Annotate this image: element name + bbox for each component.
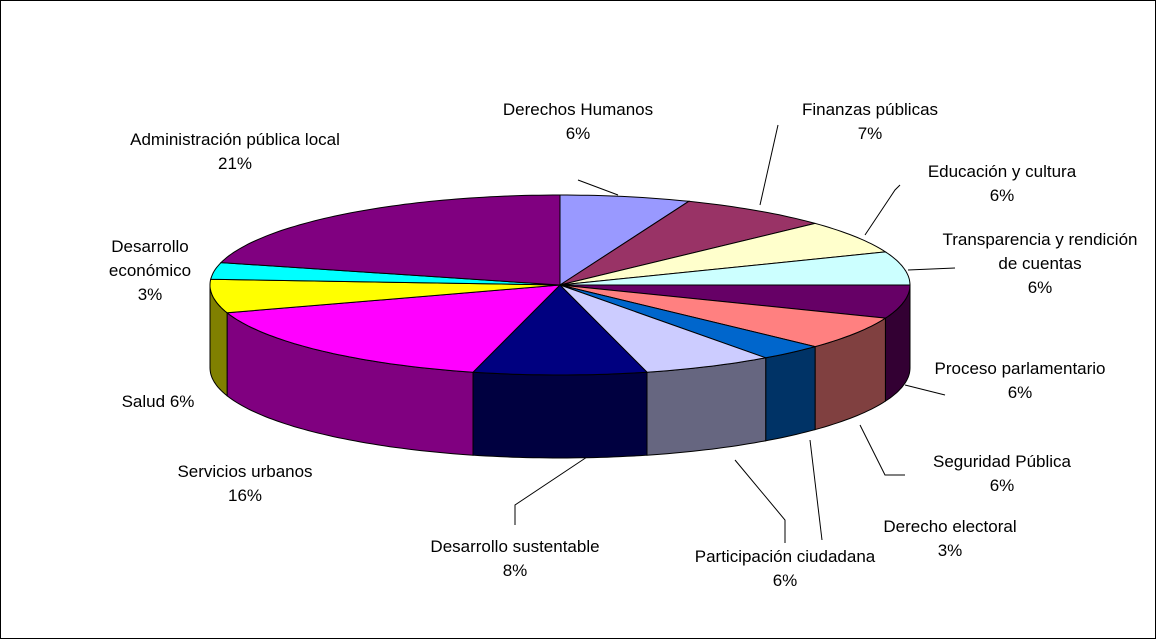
leader-lines: [514, 124, 956, 543]
data-label: Seguridad Pública 6%: [902, 450, 1102, 498]
pie-slice-side: [472, 371, 648, 459]
data-label: Administración pública local 21%: [125, 128, 345, 176]
pie-slice: [559, 200, 816, 286]
pie-slice: [471, 284, 649, 376]
leader-line: [904, 384, 946, 396]
value-label: 3%: [137, 285, 163, 304]
data-label: Servicios urbanos 16%: [145, 460, 345, 508]
pie-slice: [559, 284, 768, 373]
category-label: Servicios urbanos: [177, 462, 313, 481]
pie-slice: [559, 251, 911, 286]
value-label: 6%: [989, 476, 1015, 495]
leader-line: [859, 424, 905, 476]
value-label: 8%: [502, 561, 528, 580]
category-label: Derecho electoral: [883, 517, 1017, 536]
pie-tops: [209, 194, 911, 376]
category-label: Administración pública local: [130, 130, 340, 149]
leader-line: [759, 124, 779, 206]
leader-line: [809, 439, 823, 541]
leader-line: [864, 184, 901, 236]
pie-slice: [559, 194, 691, 286]
data-label: Desarrollo económico 3%: [80, 235, 220, 307]
category-label: Seguridad Pública: [933, 452, 1071, 471]
pie-slice-side: [765, 345, 816, 442]
category-label: Finanzas públicas: [801, 100, 939, 119]
value-label: 3%: [937, 541, 963, 560]
category-label: Salud: [121, 392, 166, 411]
pie-slice: [559, 222, 887, 286]
value-label: 16%: [227, 486, 263, 505]
category-label: Desarrollo sustentable: [430, 537, 600, 556]
data-label: Finanzas públicas 7%: [770, 98, 970, 146]
pie-slice: [219, 194, 561, 286]
pie-slice: [209, 278, 561, 314]
leader-line: [907, 267, 956, 271]
pie-slice-side: [646, 357, 767, 456]
value-label: 6%: [169, 392, 195, 411]
category-label: Proceso parlamentario: [934, 359, 1106, 378]
data-label: Transparencia y rendición de cuentas 6%: [940, 228, 1140, 300]
pie-slice: [225, 284, 562, 373]
leader-line: [577, 179, 619, 196]
value-label: 21%: [217, 154, 253, 173]
category-label: Educación y cultura: [927, 162, 1077, 181]
value-label: 6%: [1027, 278, 1053, 297]
value-label: 6%: [1007, 383, 1033, 402]
data-label: Educación y cultura 6%: [892, 160, 1112, 208]
category-label: Transparencia y rendición de cuentas: [942, 230, 1138, 273]
leader-line: [514, 454, 591, 525]
category-label: Desarrollo económico: [108, 237, 192, 280]
value-label: 6%: [565, 124, 591, 143]
data-label: Salud 6%: [98, 390, 218, 414]
value-label: 6%: [772, 571, 798, 590]
data-label: Desarrollo sustentable 8%: [395, 535, 635, 583]
category-label: Derechos Humanos: [502, 100, 654, 119]
data-label: Derecho electoral 3%: [840, 515, 1060, 563]
leader-line: [734, 459, 786, 543]
pie-slice: [559, 284, 816, 359]
data-label: Derechos Humanos 6%: [478, 98, 678, 146]
value-label: 7%: [857, 124, 883, 143]
value-label: 6%: [989, 186, 1015, 205]
pie-slice: [559, 284, 887, 348]
pie-slice: [559, 284, 911, 319]
data-label: Proceso parlamentario 6%: [930, 357, 1110, 405]
data-label: Participación ciudadana 6%: [665, 545, 905, 593]
category-label: Participación ciudadana: [694, 547, 876, 566]
